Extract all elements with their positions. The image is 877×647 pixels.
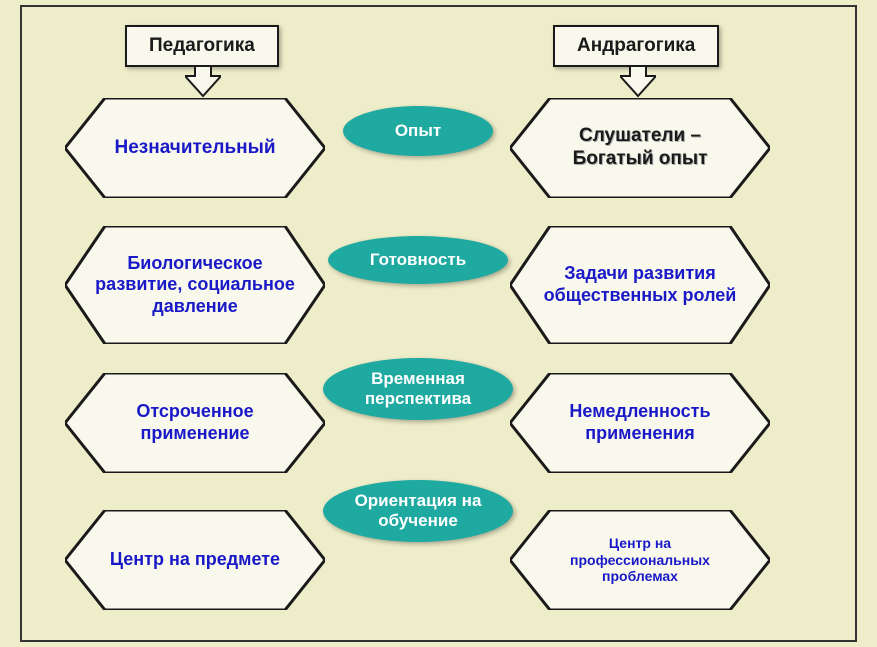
hex-right-3: Центр на профессиональных проблемах bbox=[510, 510, 770, 610]
hex-right-0: Слушатели – Богатый опыт bbox=[510, 98, 770, 198]
category-0: Опыт bbox=[343, 106, 493, 156]
header-right: Андрагогика bbox=[553, 25, 719, 67]
hex-right-0-label: Слушатели – Богатый опыт bbox=[540, 125, 740, 171]
header-right-label: Андрагогика bbox=[577, 35, 695, 56]
category-2: Временная перспектива bbox=[323, 358, 513, 420]
hex-right-3-label: Центр на профессиональных проблемах bbox=[540, 535, 740, 585]
category-3-label: Ориентация на обучение bbox=[333, 491, 503, 530]
hex-left-2-label: Отсроченное применение bbox=[95, 401, 295, 444]
category-1-label: Готовность bbox=[370, 250, 466, 270]
hex-right-1: Задачи развития общественных ролей bbox=[510, 226, 770, 344]
hex-left-3-label: Центр на предмете bbox=[110, 549, 280, 571]
hex-left-1: Биологическое развитие, социальное давле… bbox=[65, 226, 325, 344]
hex-right-2-label: Немедленность применения bbox=[540, 401, 740, 444]
hex-right-2: Немедленность применения bbox=[510, 373, 770, 473]
category-0-label: Опыт bbox=[395, 121, 441, 141]
category-2-label: Временная перспектива bbox=[333, 369, 503, 408]
hex-right-1-label: Задачи развития общественных ролей bbox=[540, 263, 740, 306]
hex-left-1-label: Биологическое развитие, социальное давле… bbox=[95, 253, 295, 318]
category-1: Готовность bbox=[328, 236, 508, 284]
hex-left-2: Отсроченное применение bbox=[65, 373, 325, 473]
category-3: Ориентация на обучение bbox=[323, 480, 513, 542]
hex-left-0: Незначительный bbox=[65, 98, 325, 198]
hex-left-3: Центр на предмете bbox=[65, 510, 325, 610]
hex-left-0-label: Незначительный bbox=[114, 137, 275, 160]
header-left: Педагогика bbox=[125, 25, 279, 67]
header-left-label: Педагогика bbox=[149, 35, 255, 56]
